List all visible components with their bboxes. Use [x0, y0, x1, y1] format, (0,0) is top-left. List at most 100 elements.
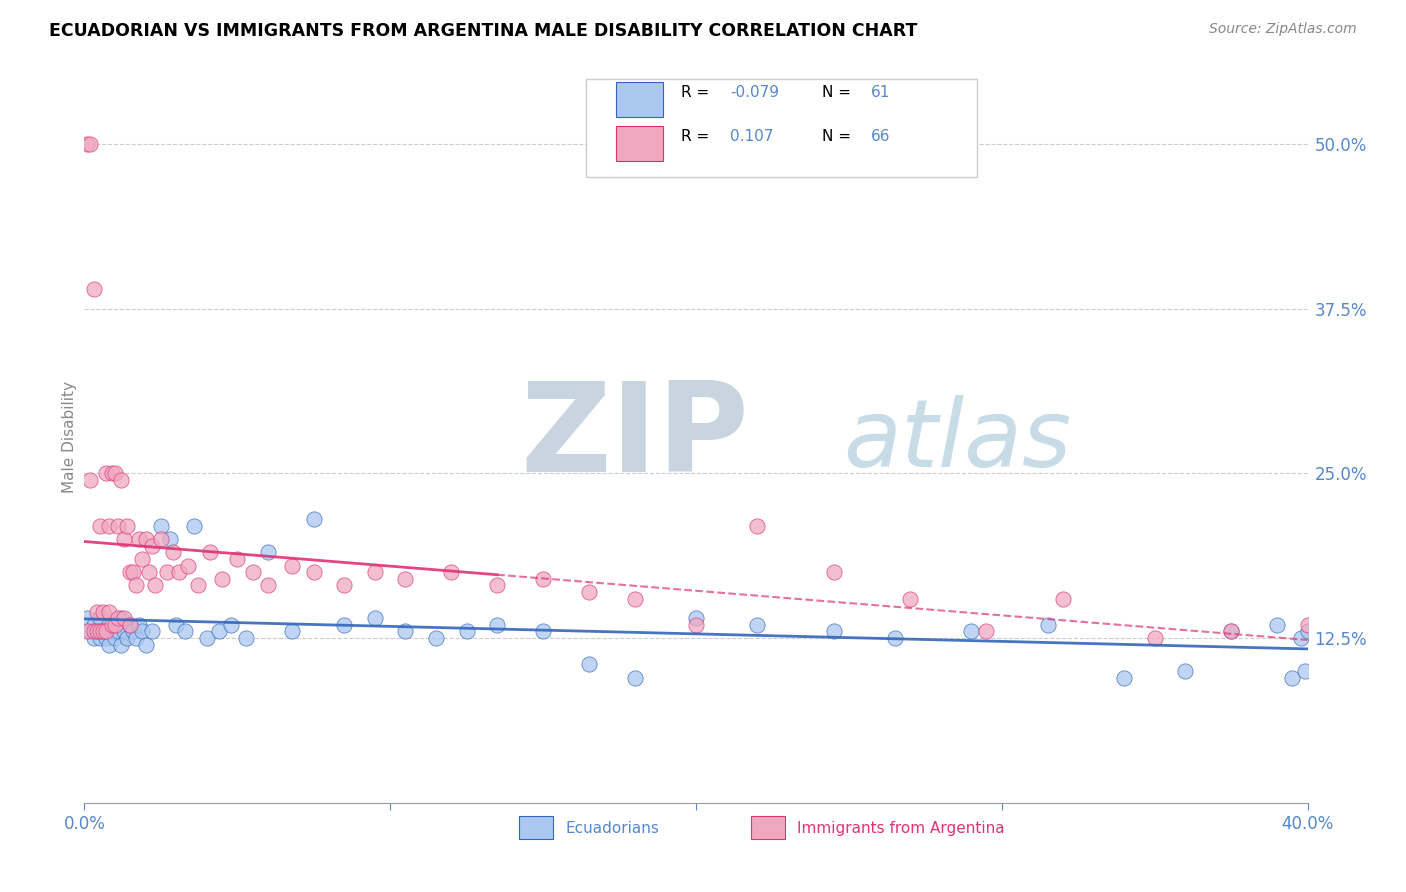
- Point: [747, 618, 769, 632]
- Point: [1220, 624, 1243, 639]
- Point: [960, 624, 983, 639]
- Text: Immigrants from Argentina: Immigrants from Argentina: [797, 821, 1005, 836]
- Point: [486, 618, 509, 632]
- Point: [1114, 671, 1136, 685]
- Point: [1291, 631, 1313, 645]
- Point: [1294, 664, 1316, 678]
- Text: 66: 66: [870, 129, 890, 144]
- Point: [79, 473, 101, 487]
- Point: [456, 624, 478, 639]
- Point: [1296, 624, 1319, 639]
- Point: [83, 631, 105, 645]
- Point: [86, 624, 108, 639]
- Point: [149, 533, 172, 547]
- Point: [302, 512, 325, 526]
- Point: [235, 631, 257, 645]
- Point: [211, 572, 233, 586]
- Point: [156, 565, 179, 579]
- Point: [186, 578, 208, 592]
- Point: [333, 618, 356, 632]
- Point: [281, 624, 304, 639]
- Point: [101, 467, 124, 481]
- Point: [79, 624, 101, 639]
- Point: [1174, 664, 1197, 678]
- Point: [531, 572, 554, 586]
- Point: [394, 572, 416, 586]
- Point: [120, 565, 142, 579]
- Point: [685, 618, 707, 632]
- Point: [83, 618, 105, 632]
- Point: [364, 565, 387, 579]
- Point: [89, 611, 111, 625]
- Point: [91, 624, 114, 639]
- Point: [89, 631, 111, 645]
- Point: [83, 624, 105, 639]
- Point: [89, 624, 111, 639]
- Point: [125, 578, 148, 592]
- Point: [89, 519, 111, 533]
- Point: [425, 631, 447, 645]
- Bar: [616, 82, 664, 118]
- Point: [208, 624, 231, 639]
- Text: N =: N =: [823, 85, 856, 100]
- Point: [138, 565, 160, 579]
- Point: [141, 539, 163, 553]
- Point: [333, 578, 356, 592]
- Text: N =: N =: [823, 129, 856, 144]
- Text: 61: 61: [870, 85, 890, 100]
- Point: [883, 631, 905, 645]
- Point: [394, 624, 416, 639]
- Point: [131, 624, 153, 639]
- Point: [167, 565, 190, 579]
- Point: [141, 624, 163, 639]
- Point: [198, 545, 221, 559]
- Point: [91, 605, 114, 619]
- Point: [120, 618, 142, 632]
- Point: [747, 519, 769, 533]
- Point: [976, 624, 998, 639]
- Point: [823, 624, 845, 639]
- Point: [624, 671, 647, 685]
- Point: [257, 578, 280, 592]
- Point: [1220, 624, 1243, 639]
- Point: [823, 565, 845, 579]
- Point: [281, 558, 304, 573]
- Point: [1052, 591, 1074, 606]
- Point: [94, 631, 117, 645]
- Point: [159, 533, 181, 547]
- Point: [97, 605, 120, 619]
- Text: ECUADORIAN VS IMMIGRANTS FROM ARGENTINA MALE DISABILITY CORRELATION CHART: ECUADORIAN VS IMMIGRANTS FROM ARGENTINA …: [49, 22, 918, 40]
- Text: Source: ZipAtlas.com: Source: ZipAtlas.com: [1209, 22, 1357, 37]
- Point: [578, 657, 600, 672]
- Point: [135, 533, 157, 547]
- Point: [125, 631, 148, 645]
- Text: -0.079: -0.079: [730, 85, 779, 100]
- Point: [128, 533, 150, 547]
- Point: [898, 591, 921, 606]
- Point: [685, 611, 707, 625]
- Point: [1296, 618, 1319, 632]
- Point: [531, 624, 554, 639]
- Point: [165, 618, 187, 632]
- Point: [1036, 618, 1059, 632]
- Point: [128, 618, 150, 632]
- Point: [104, 631, 127, 645]
- Point: [302, 565, 325, 579]
- Point: [242, 565, 264, 579]
- Text: atlas: atlas: [842, 395, 1071, 486]
- Point: [195, 631, 218, 645]
- Point: [76, 611, 98, 625]
- Point: [226, 552, 249, 566]
- Text: Ecuadorians: Ecuadorians: [565, 821, 659, 836]
- Point: [76, 136, 98, 151]
- Point: [174, 624, 197, 639]
- Text: R =: R =: [682, 129, 714, 144]
- Bar: [519, 816, 553, 839]
- Point: [219, 618, 242, 632]
- Point: [1265, 618, 1288, 632]
- Point: [110, 473, 132, 487]
- Point: [79, 136, 101, 151]
- Point: [149, 519, 172, 533]
- Point: [91, 624, 114, 639]
- Y-axis label: Male Disability: Male Disability: [62, 381, 77, 493]
